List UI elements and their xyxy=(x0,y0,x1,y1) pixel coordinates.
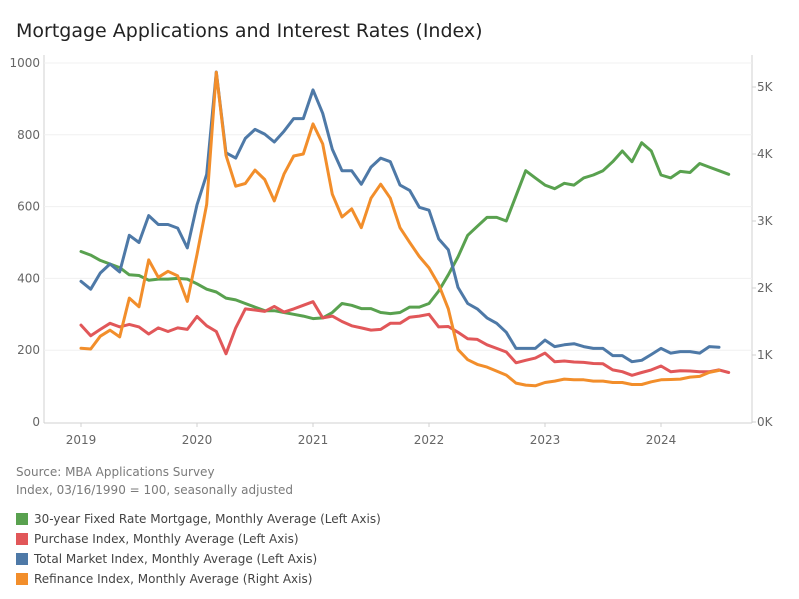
x-tick-label: 2023 xyxy=(530,433,561,447)
left-tick-label: 1000 xyxy=(9,56,40,70)
right-tick-label: 0K xyxy=(757,415,774,429)
left-tick-label: 0 xyxy=(32,415,40,429)
legend-item-purchase-index: Purchase Index, Monthly Average (Left Ax… xyxy=(16,529,381,549)
right-axis: 0K 1K 2K 3K 4K 5K xyxy=(752,80,774,429)
plot-frame xyxy=(43,55,753,424)
index-note: Index, 03/16/1990 = 100, seasonally adju… xyxy=(16,483,294,497)
left-tick-label: 200 xyxy=(17,343,40,357)
series-line-refinance-index xyxy=(79,70,721,388)
gridlines xyxy=(44,62,752,351)
series-line-total-market-index xyxy=(79,70,721,364)
left-tick-label: 600 xyxy=(17,200,40,214)
right-tick-label: 1K xyxy=(757,348,774,362)
series-lines xyxy=(79,70,731,388)
series-line-30yr-rate xyxy=(79,141,731,321)
legend-item-refinance-index: Refinance Index, Monthly Average (Right … xyxy=(16,569,381,589)
right-tick-label: 2K xyxy=(757,281,774,295)
legend-label-30yr-rate: 30-year Fixed Rate Mortgage, Monthly Ave… xyxy=(34,512,381,526)
right-tick-label: 5K xyxy=(757,80,774,94)
x-tick-label: 2024 xyxy=(646,433,677,447)
legend-label-refinance-index: Refinance Index, Monthly Average (Right … xyxy=(34,572,313,586)
series-line-purchase-index xyxy=(79,300,731,377)
legend-swatch-30yr-rate xyxy=(16,513,28,525)
legend-swatch-purchase-index xyxy=(16,533,28,545)
right-tick-label: 4K xyxy=(757,147,774,161)
left-tick-label: 400 xyxy=(17,271,40,285)
chart-title: Mortgage Applications and Interest Rates… xyxy=(16,20,483,42)
x-tick-label: 2021 xyxy=(298,433,329,447)
legend: 30-year Fixed Rate Mortgage, Monthly Ave… xyxy=(16,509,381,589)
legend-swatch-total-market-index xyxy=(16,553,28,565)
left-tick-label: 800 xyxy=(17,128,40,142)
x-tick-label: 2022 xyxy=(414,433,445,447)
notes: Source: MBA Applications Survey Index, 0… xyxy=(16,463,293,499)
source-note: Source: MBA Applications Survey xyxy=(16,465,215,479)
x-tick-label: 2019 xyxy=(66,433,97,447)
legend-swatch-refinance-index xyxy=(16,573,28,585)
x-tick-label: 2020 xyxy=(182,433,213,447)
legend-item-total-market-index: Total Market Index, Monthly Average (Lef… xyxy=(16,549,381,569)
legend-item-30yr-rate: 30-year Fixed Rate Mortgage, Monthly Ave… xyxy=(16,509,381,529)
legend-label-purchase-index: Purchase Index, Monthly Average (Left Ax… xyxy=(34,532,299,546)
left-axis: 0 200 400 600 800 1000 xyxy=(9,56,40,429)
legend-label-total-market-index: Total Market Index, Monthly Average (Lef… xyxy=(34,552,318,566)
x-axis: 2019 2020 2021 2022 2023 2024 xyxy=(66,423,677,447)
right-tick-label: 3K xyxy=(757,214,774,228)
